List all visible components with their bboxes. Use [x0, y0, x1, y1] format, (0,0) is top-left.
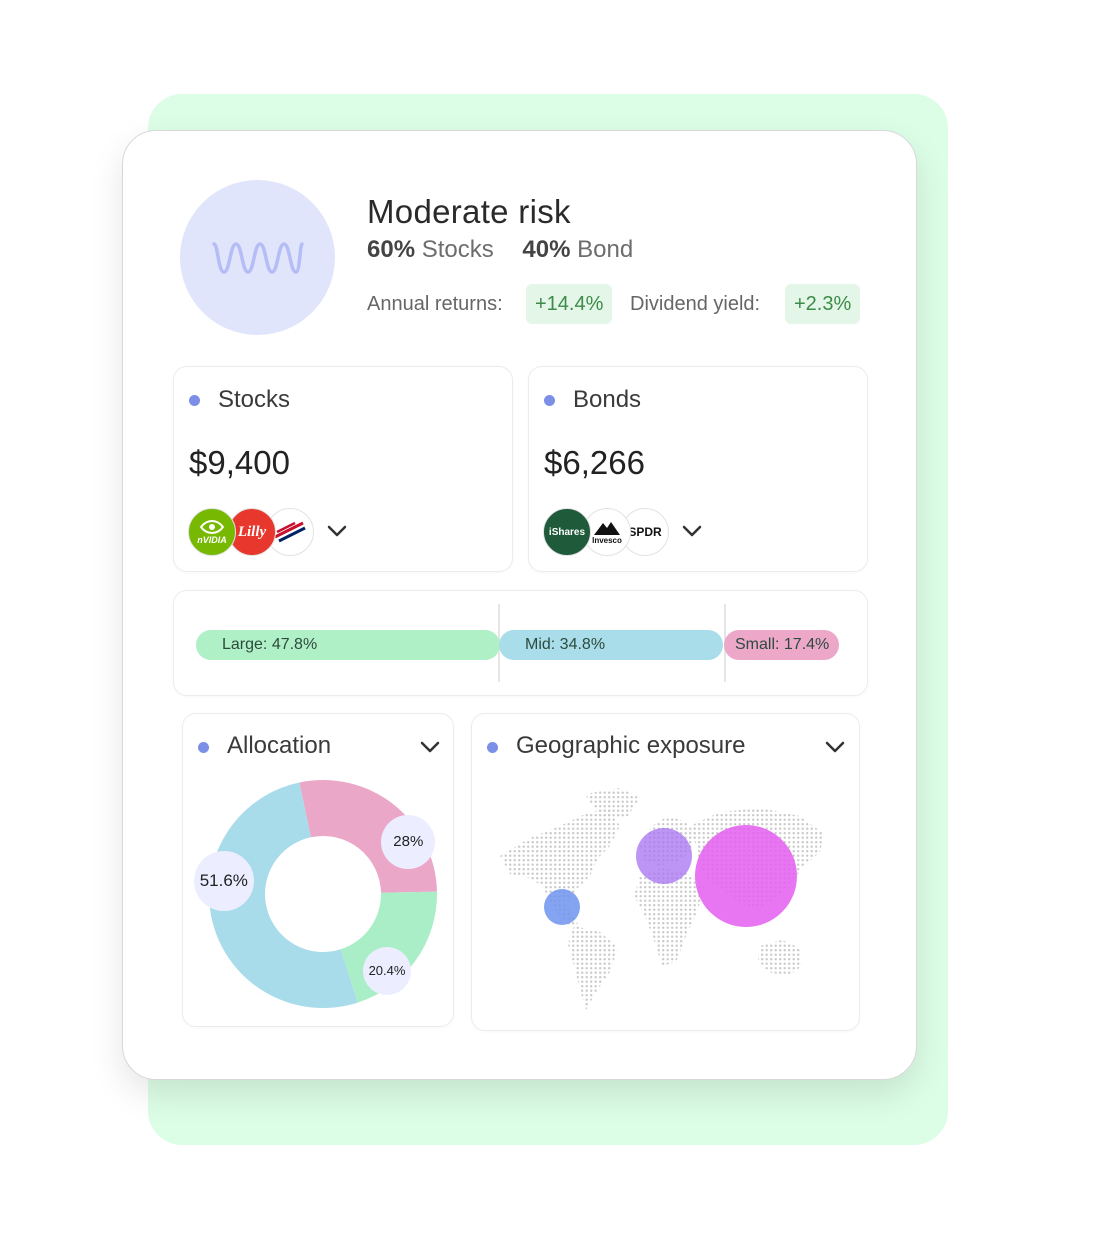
- cap-bar-large: Large: 47.8%: [196, 630, 500, 660]
- nvidia-logo-text: nVIDIA: [197, 535, 227, 545]
- geo-title: Geographic exposure: [516, 732, 746, 759]
- stocks-dot: [189, 395, 200, 406]
- stocks-amount: $9,400: [189, 444, 290, 481]
- risk-title: Moderate risk: [367, 193, 571, 230]
- risk-avatar: [180, 180, 335, 335]
- donut-data-label: 20.4%: [363, 946, 411, 995]
- stocks-percent: 60%: [367, 236, 416, 263]
- mountain-icon: [594, 521, 620, 535]
- portfolio-card: Moderate risk 60% Stocks 40% Bond Annual…: [122, 130, 917, 1080]
- bond-mix-label: Bond: [577, 236, 634, 263]
- bond-percent: 40%: [522, 236, 571, 263]
- ishares-logo: iShares: [543, 508, 591, 556]
- wave-icon: [211, 241, 304, 274]
- exposure-bubble-americas: [544, 889, 580, 925]
- dividend-yield-badge: +2.3%: [785, 284, 861, 324]
- invesco-logo-text: Invesco: [592, 535, 622, 545]
- bonds-expand-chevron-down-icon[interactable]: [681, 524, 703, 538]
- world-map: [500, 788, 824, 1010]
- lilly-logo-text: Lilly: [237, 523, 267, 540]
- north-america: [500, 808, 620, 908]
- annual-returns-label: Annual returns:: [367, 293, 503, 315]
- bonds-amount: $6,266: [544, 444, 645, 481]
- south-america: [568, 926, 618, 1010]
- nvidia-eye-icon: [199, 520, 225, 534]
- australia: [758, 940, 802, 976]
- stocks-title: Stocks: [218, 386, 291, 413]
- dividend-yield-label: Dividend yield:: [630, 293, 761, 315]
- geo-dot: [487, 742, 498, 753]
- geographic-exposure-tile: Geographic exposure: [471, 713, 860, 1031]
- bank-of-america-logo: [266, 508, 314, 556]
- bonds-title: Bonds: [573, 386, 642, 413]
- allocation-dot: [198, 742, 209, 753]
- nvidia-logo: nVIDIA: [188, 508, 236, 556]
- exposure-bubble-asia: [695, 825, 797, 927]
- geo-expand-chevron-down-icon[interactable]: [824, 740, 846, 754]
- exposure-bubble-europe: [636, 828, 692, 884]
- cap-bar-small: Small: 17.4%: [724, 630, 839, 660]
- donut-data-label: 28%: [381, 814, 436, 869]
- bank-flag-icon: [274, 521, 306, 543]
- allocation-expand-chevron-down-icon[interactable]: [419, 740, 441, 754]
- spdr-logo-text: SPDR: [628, 525, 662, 539]
- ishares-logo-text: iShares: [548, 526, 586, 538]
- africa: [634, 868, 704, 966]
- bonds-tile[interactable]: Bonds $6,266 iShares Invesco SPDR: [528, 366, 868, 572]
- stocks-expand-chevron-down-icon[interactable]: [326, 524, 348, 538]
- donut-slice: [208, 782, 358, 1008]
- lilly-logo: Lilly: [228, 508, 276, 556]
- annual-returns-badge: +14.4%: [526, 284, 613, 324]
- allocation-title: Allocation: [227, 732, 332, 759]
- asset-mix: 60% Stocks 40% Bond: [367, 236, 633, 264]
- bonds-dot: [544, 395, 555, 406]
- greenland: [585, 788, 640, 820]
- market-cap-tile: Large: 47.8% Mid: 34.8% Small: 17.4%: [173, 590, 868, 696]
- stocks-mix-label: Stocks: [421, 236, 494, 263]
- cap-bar-mid: Mid: 34.8%: [499, 630, 723, 660]
- donut-data-label: 51.6%: [193, 851, 254, 912]
- allocation-tile: Allocation 28% 20.4% 51.6%: [182, 713, 454, 1027]
- stocks-tile[interactable]: Stocks $9,400 nVIDIA Lilly: [173, 366, 513, 572]
